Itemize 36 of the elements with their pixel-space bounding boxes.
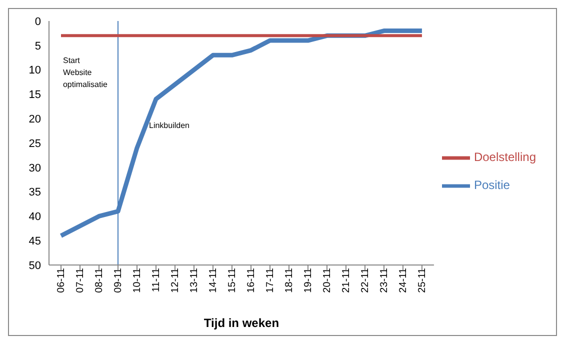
y-tick-label: 25	[28, 138, 41, 150]
legend-label: Positie	[474, 178, 510, 192]
y-tick-label: 40	[28, 211, 41, 224]
annotation: Linkbuilden	[149, 121, 190, 130]
x-tick-label: 25-11	[417, 268, 428, 293]
x-tick-label: 18-11	[284, 268, 296, 293]
x-tick-label: 19-11	[303, 268, 314, 293]
y-tick-label: 10	[28, 64, 41, 77]
x-tick-label: 16-11	[246, 268, 258, 293]
y-tick-label: 5	[34, 40, 41, 52]
x-tick-label: 15-11	[227, 268, 238, 293]
x-tick-label: 20-11	[322, 268, 334, 293]
y-tick-label: 45	[28, 236, 41, 248]
x-tick-label: 08-11	[94, 268, 106, 293]
x-tick-label: 21-11	[341, 268, 352, 293]
y-tick-label: 20	[28, 114, 41, 126]
y-tick-label: 30	[28, 162, 41, 174]
x-tick-label: 13-11	[189, 268, 200, 293]
x-tick-label: 24-11	[398, 268, 410, 293]
y-tick-label: 0	[34, 16, 41, 28]
x-tick-label: 11-11	[151, 268, 162, 292]
x-tick-label: 10-11	[132, 268, 144, 293]
y-tick-label: 15	[28, 89, 41, 102]
legend-label: Doelstelling	[474, 150, 536, 164]
x-tick-label: 23-11	[379, 268, 390, 293]
y-tick-label: 35	[28, 186, 41, 199]
y-tick-label: 50	[28, 260, 41, 272]
x-tick-label: 07-11	[75, 268, 86, 293]
x-axis-title: Tijd in weken	[204, 316, 280, 330]
x-tick-label: 06-11	[56, 268, 68, 293]
x-tick-label: 14-11	[208, 268, 220, 293]
x-tick-label: 09-11	[113, 268, 124, 293]
ref-line-label: Start Website optimalisatie	[62, 56, 108, 89]
x-tick-label: 22-11	[360, 268, 372, 293]
x-tick-label: 12-11	[170, 268, 182, 293]
x-tick-label: 17-11	[265, 268, 276, 293]
